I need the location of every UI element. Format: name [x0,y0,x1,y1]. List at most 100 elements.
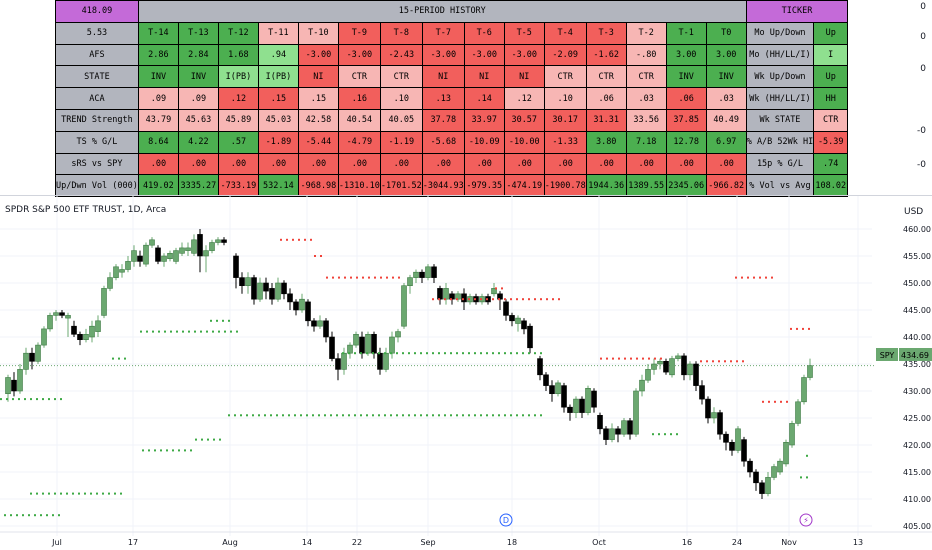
history-cell: T-2 [625,21,667,45]
stop-dot [258,414,260,417]
candle-body [119,269,125,273]
history-cell: 37.78 [421,108,465,132]
stop-dot [164,330,166,333]
stop-dot [148,449,150,452]
stop-dot [432,352,434,355]
history-cell: .14 [463,87,505,110]
history-cell: INV [137,65,179,89]
history-cell: -3044.93 [421,174,465,198]
stop-dot [546,298,548,301]
history-cell: 1.68 [217,43,259,67]
stop-dot [294,414,296,417]
candle-body [89,325,95,338]
candle-body [203,250,209,257]
stop-dot [486,352,488,355]
ticker-row-value: I [813,43,849,67]
candle-body [293,301,299,311]
stop-dot [426,352,428,355]
history-cell: INV [177,65,219,89]
stop-dot [201,438,203,441]
candle-body [353,334,359,346]
candle-body [675,355,681,359]
history-cell: -3.00 [463,43,505,67]
history-cell: -733.19 [217,174,259,198]
dividend-event[interactable]: D [499,513,513,527]
history-cell: 40.05 [379,108,423,132]
dividend-marker-icon[interactable] [499,513,513,527]
candle-body [359,336,365,354]
stop-dot [36,492,38,495]
candle-body [711,412,717,419]
stop-dot [444,414,446,417]
history-cell: 532.14 [257,174,299,198]
stop-dot [492,298,494,301]
history-cell: T-12 [217,21,259,45]
candle-body [407,277,413,286]
stop-dot [426,414,428,417]
stop-dot [736,360,738,363]
price-chart[interactable]: SPDR S&P 500 ETF TRUST, 1D, Arca USD 460… [0,196,932,550]
history-cell: .06 [585,87,627,110]
stop-dot [252,414,254,417]
stop-dot [84,492,86,495]
stop-dot [753,276,755,279]
candle-body [215,239,221,243]
row-label: AFS [55,43,139,67]
stop-dot [664,433,666,436]
ticker-row-value: CTR [813,108,849,132]
history-cell: -1.33 [543,130,587,154]
currency-label[interactable]: USD [904,207,923,217]
stop-dot [510,352,512,355]
candle-body [149,239,155,246]
history-cell: -1.62 [585,43,627,67]
stop-dot [468,298,470,301]
stop-dot [390,414,392,417]
row-label: 5.53 [55,21,139,45]
history-cell: .00 [503,152,545,176]
stop-dot [492,352,494,355]
stop-dot [326,276,328,279]
candle-body [179,247,185,254]
stop-dot [706,360,708,363]
time-axis[interactable]: Jul 17 Aug 14 22 Sep 18 Oct 16 24 Nov 13 [0,531,932,547]
stop-dot [34,514,36,517]
stop-dot [774,400,776,403]
stop-dot [450,414,452,417]
candle-body [143,244,149,265]
history-cell: 3.80 [585,130,627,154]
bolt-event-icon[interactable] [799,513,813,527]
candle-body [437,288,443,300]
history-cell: .10 [379,87,423,110]
stop-dot [528,352,530,355]
stop-dot [228,319,230,322]
stop-dot [630,357,632,360]
pane-divider[interactable] [0,195,932,196]
history-cell: 42.58 [297,108,339,132]
stop-dot [480,414,482,417]
history-cell: NI [463,65,505,89]
earnings-event[interactable]: ⚡ [799,513,813,527]
date-tick-label: 17 [128,538,138,547]
history-cell: 3.00 [665,43,707,67]
stop-dot [730,360,732,363]
history-cell: 6.97 [705,130,747,154]
stop-dot [114,492,116,495]
candle-body [365,334,371,354]
candle-body [549,385,555,395]
price-tick-label: 460.00 [903,225,931,234]
stop-dot [624,357,626,360]
stop-dot [396,414,398,417]
stop-dot [270,414,272,417]
last-price-bg [899,348,932,361]
candle-body [425,266,431,278]
history-cell: 12.78 [665,130,707,154]
stop-dot [362,276,364,279]
stop-dot [768,400,770,403]
candle-body [795,401,801,424]
stop-dot [146,330,148,333]
history-cell: -4.79 [337,130,381,154]
price-axis[interactable]: 460.00 455.00 450.00 445.00 440.00 435.00 430.… [903,225,931,531]
price-plot[interactable] [0,196,876,536]
history-table: 418.09 15-PERIOD HISTORY TICKER 5.53 T-14 T-1… [55,0,849,198]
history-panel: 418.09 15-PERIOD HISTORY TICKER 5.53 T-14 T-1… [0,0,932,198]
